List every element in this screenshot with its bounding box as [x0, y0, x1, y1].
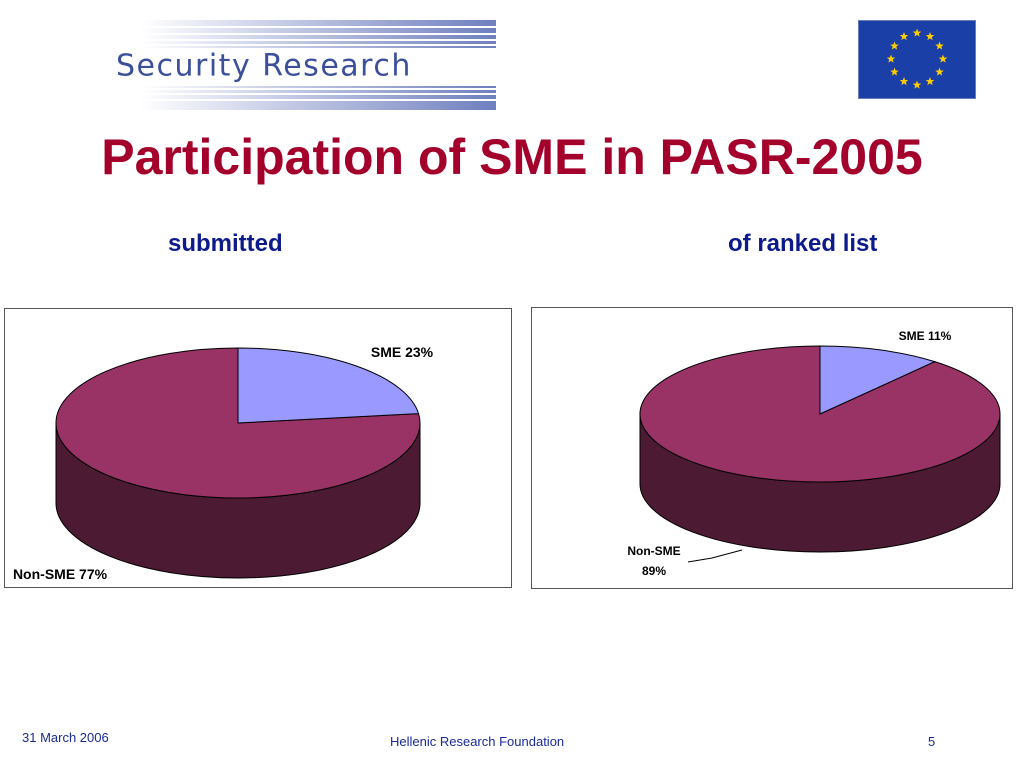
flag-star-icon [935, 41, 944, 50]
page-number: 5 [928, 734, 936, 749]
chart-subtitle-ranked: of ranked list [728, 230, 878, 257]
security-research-logo: Security Research [108, 20, 496, 110]
chart-subtitle-submitted: submitted [168, 230, 283, 257]
flag-star-icon [938, 54, 948, 63]
eu-flag-icon [858, 20, 976, 99]
pie-chart-submitted: SME 23% Non-SME 77% [13, 344, 434, 582]
flag-star-icon [912, 28, 922, 37]
label-non-sme-line1: Non-SME [627, 544, 680, 558]
leader-line-non-sme [687, 549, 743, 563]
label-non-sme-line2: 89% [642, 564, 666, 578]
flag-star-icon [886, 54, 896, 63]
flag-star-icon [925, 31, 935, 41]
pie-slice-sme [237, 347, 420, 424]
eu-stars [886, 28, 948, 89]
pie-slice-non-sme [55, 347, 421, 499]
flag-star-icon [890, 41, 899, 50]
flag-star-icon [890, 67, 899, 76]
page-title: Participation of SME in PASR-2005 [101, 129, 923, 185]
logo-text: Security Research [116, 48, 412, 84]
flag-star-icon [935, 67, 944, 76]
pie-slice-sme [819, 345, 937, 415]
label-sme: SME 11% [899, 329, 952, 343]
flag-star-icon [899, 31, 909, 41]
footer-date: 31 March 2006 [22, 730, 109, 745]
flag-star-icon [925, 77, 935, 86]
label-non-sme: Non-SME 77% [13, 566, 108, 582]
flag-star-icon [912, 80, 922, 89]
label-sme: SME 23% [371, 344, 434, 360]
logo-stripes [140, 20, 496, 110]
chart-panel-ranked: SME 11% Non-SME 89% [531, 307, 1013, 589]
pie-chart-ranked: SME 11% Non-SME 89% [627, 329, 1001, 578]
footer-organization: Hellenic Research Foundation [390, 734, 565, 749]
flag-star-icon [899, 77, 909, 86]
chart-panel-submitted: SME 23% Non-SME 77% [4, 308, 512, 588]
